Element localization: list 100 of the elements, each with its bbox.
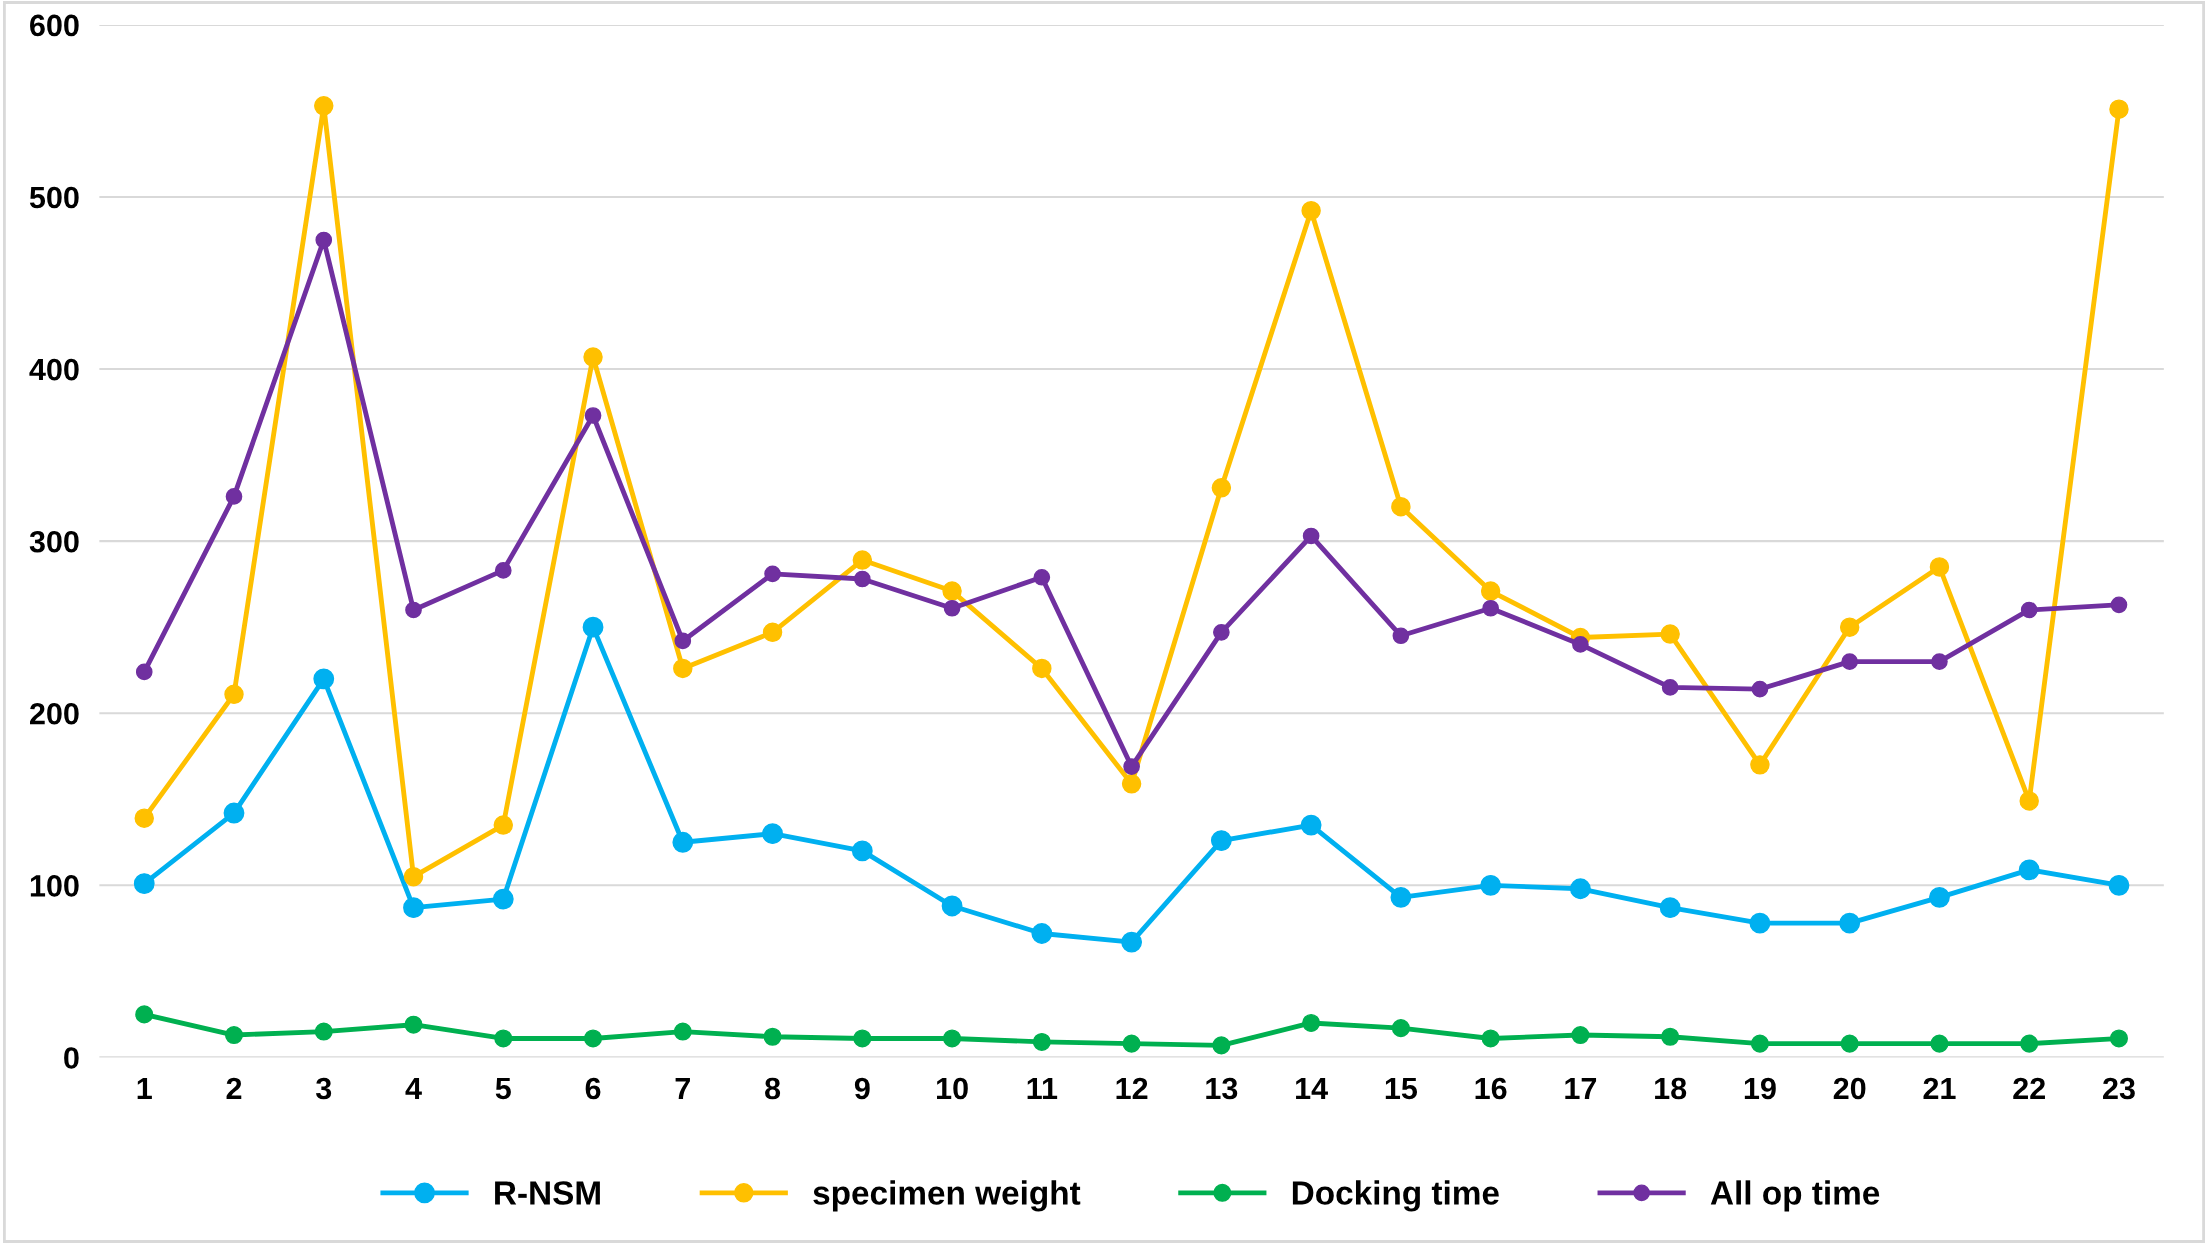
point <box>1480 874 1502 896</box>
point <box>942 581 962 601</box>
point <box>134 808 154 828</box>
point <box>315 231 333 249</box>
point <box>673 658 693 679</box>
point <box>1121 931 1143 953</box>
point <box>1840 1034 1859 1053</box>
point <box>403 866 424 887</box>
point <box>1751 680 1769 698</box>
point <box>2019 791 2039 811</box>
point <box>1482 599 1499 617</box>
x-tick-label: 21 <box>1923 1077 1956 1099</box>
point <box>584 1029 603 1048</box>
point <box>1841 653 1859 670</box>
x-tick-label: 3 <box>315 1077 332 1100</box>
point <box>943 1029 962 1048</box>
point <box>314 1022 333 1041</box>
x-tick-label: 5 <box>495 1077 511 1100</box>
point <box>764 565 781 583</box>
point <box>1211 478 1232 498</box>
x-tick-label: 1 <box>137 1077 152 1099</box>
point <box>2109 1029 2128 1048</box>
point <box>762 622 783 643</box>
point <box>1659 897 1681 919</box>
legend-label: R-NSM <box>495 1181 600 1205</box>
point <box>1122 1034 1141 1053</box>
x-tick-label: 6 <box>585 1077 601 1100</box>
x-tick-label: 18 <box>1655 1077 1687 1100</box>
point <box>1390 886 1412 908</box>
x-tick-label: 7 <box>675 1077 690 1099</box>
point <box>1839 617 1860 637</box>
point <box>851 840 873 862</box>
x-tick-label: 14 <box>1296 1077 1328 1099</box>
point <box>493 815 514 835</box>
point <box>1839 912 1861 934</box>
point <box>1212 1036 1231 1055</box>
point <box>313 668 335 690</box>
point <box>224 1026 244 1045</box>
point <box>852 550 873 570</box>
y-tick-label: 400 <box>29 358 79 381</box>
point <box>2110 596 2128 614</box>
x-tick-label: 20 <box>1833 1077 1866 1100</box>
point <box>492 888 514 910</box>
point <box>1750 1034 1769 1053</box>
x-tick-label: 8 <box>765 1077 781 1100</box>
x-tick-label: 23 <box>2103 1077 2135 1100</box>
point <box>762 823 783 845</box>
point <box>135 1005 154 1024</box>
y-tick-label: 0 <box>64 1047 79 1069</box>
point <box>1123 758 1140 775</box>
point <box>1930 1034 1949 1053</box>
x-tick-label: 4 <box>405 1077 422 1099</box>
point <box>1480 581 1501 601</box>
point <box>224 684 244 705</box>
point <box>1929 886 1950 908</box>
y-tick-label: 500 <box>29 186 79 209</box>
point <box>2018 859 2040 881</box>
point <box>1481 1029 1500 1048</box>
point <box>2108 874 2130 896</box>
x-tick-label: 16 <box>1475 1077 1507 1100</box>
y-tick-label: 100 <box>30 875 79 897</box>
point <box>1302 1013 1321 1033</box>
point <box>2109 99 2129 119</box>
point <box>1391 1019 1410 1038</box>
point <box>1572 636 1589 653</box>
point <box>1749 912 1771 934</box>
point <box>1391 496 1411 517</box>
point <box>405 601 422 619</box>
point <box>1302 527 1320 545</box>
point <box>1569 878 1591 900</box>
point <box>1931 653 1948 670</box>
point <box>1121 774 1142 794</box>
point <box>1571 1026 1590 1045</box>
legend-label: All op time <box>1710 1180 1880 1212</box>
y-tick-label: 200 <box>30 702 79 725</box>
point <box>941 895 963 917</box>
x-tick-label: 2 <box>226 1077 242 1099</box>
point <box>1210 830 1232 851</box>
x-tick-label: 17 <box>1565 1077 1597 1099</box>
point <box>404 1015 423 1034</box>
point <box>1392 627 1410 645</box>
x-tick-label: 15 <box>1385 1077 1418 1100</box>
x-tick-label: 12 <box>1116 1077 1148 1099</box>
point <box>674 632 692 650</box>
point <box>133 873 155 895</box>
point <box>1031 923 1053 944</box>
y-tick-label: 300 <box>29 530 79 553</box>
point <box>1213 624 1230 641</box>
point <box>403 897 424 919</box>
point <box>763 1027 782 1046</box>
point <box>1032 658 1052 679</box>
point <box>225 488 243 505</box>
point <box>2020 601 2038 619</box>
point <box>1661 1027 1680 1046</box>
y-tick-label: 600 <box>30 14 79 37</box>
legend-label: specimen weight <box>813 1180 1081 1212</box>
point <box>672 831 694 853</box>
point <box>1301 201 1321 221</box>
point <box>2020 1034 2039 1053</box>
point <box>1032 1032 1051 1051</box>
